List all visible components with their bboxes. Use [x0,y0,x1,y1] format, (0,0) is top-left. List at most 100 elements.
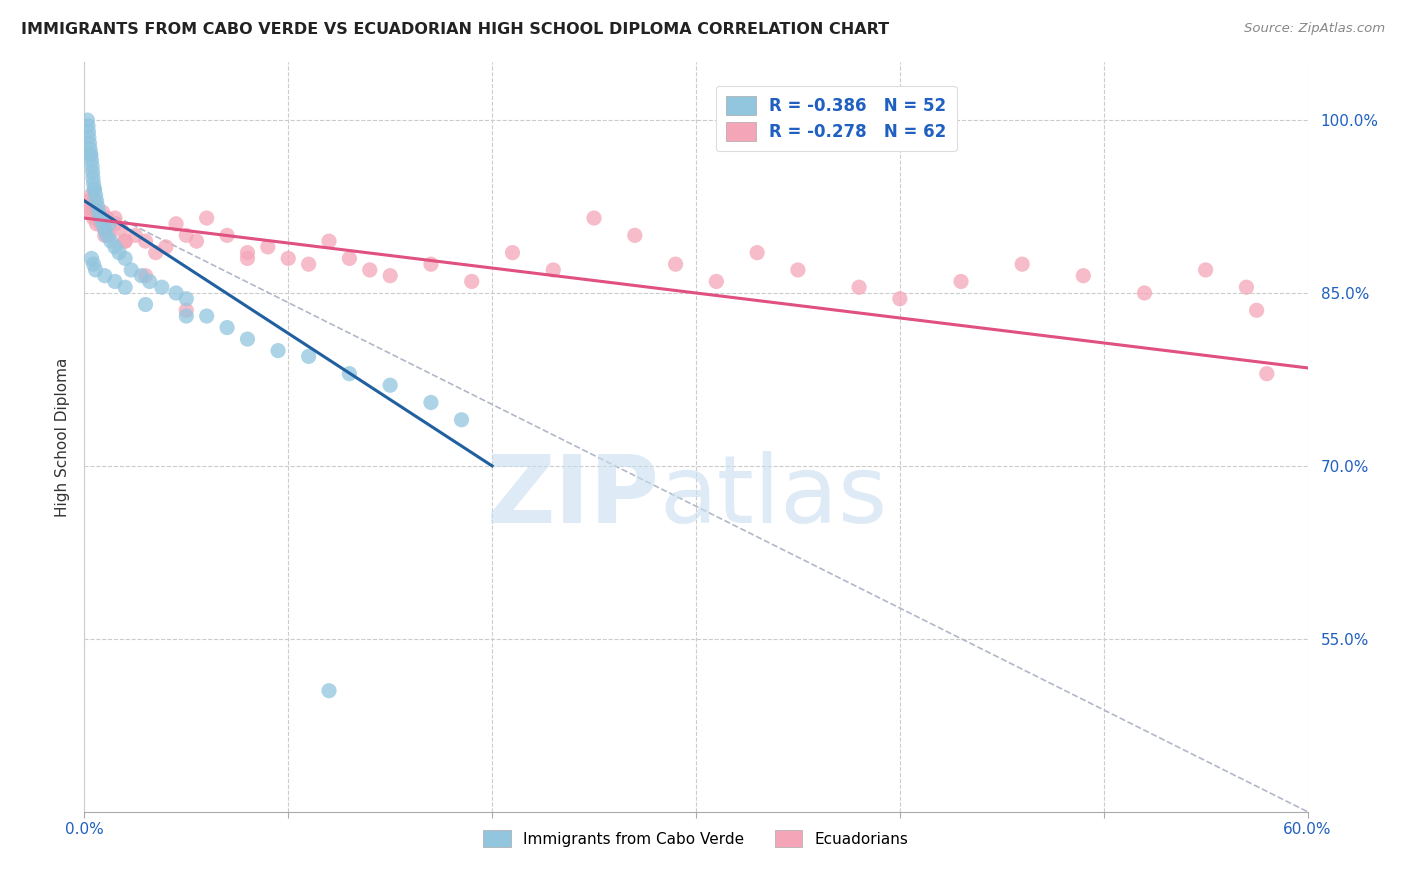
Point [96,228,118,243]
Point [110,222,132,236]
Point [80,188,103,202]
Point [84,188,107,202]
Point [583,211,606,225]
Point [1133,285,1156,300]
Point [502,245,524,260]
Point [135,297,157,311]
Point [174,228,197,243]
Point [104,240,127,254]
Point [543,263,565,277]
Point [318,683,340,698]
Point [93,228,115,243]
Point [97,217,120,231]
Point [217,228,239,243]
Point [420,257,443,271]
Point [82,159,104,173]
Point [77,200,100,214]
Point [83,257,105,271]
Point [155,240,177,254]
Point [186,234,208,248]
Point [380,378,402,392]
Point [114,234,136,248]
Point [77,130,100,145]
Point [848,280,870,294]
Point [86,200,108,214]
Point [120,263,142,277]
Point [114,252,136,266]
Point [950,275,973,289]
Point [217,320,239,334]
Point [380,268,402,283]
Point [84,263,107,277]
Point [1073,268,1095,283]
Text: IMMIGRANTS FROM CABO VERDE VS ECUADORIAN HIGH SCHOOL DIPLOMA CORRELATION CHART: IMMIGRANTS FROM CABO VERDE VS ECUADORIAN… [21,22,889,37]
Point [79,136,101,150]
Point [665,257,688,271]
Point [83,177,105,191]
Point [165,217,187,231]
Point [135,234,157,248]
Point [236,332,259,346]
Point [77,125,100,139]
Point [267,343,290,358]
Point [461,275,484,289]
Point [104,275,127,289]
Point [86,205,108,219]
Point [1011,257,1033,271]
Point [79,142,101,156]
Point [131,268,153,283]
Point [195,309,218,323]
Point [1236,280,1258,294]
Point [91,217,114,231]
Text: atlas: atlas [659,451,887,543]
Point [87,205,110,219]
Point [82,205,104,219]
Point [86,194,108,208]
Point [174,292,197,306]
Point [747,245,769,260]
Point [96,211,118,225]
Point [80,147,103,161]
Point [83,182,105,196]
Point [135,268,157,283]
Legend: Immigrants from Cabo Verde, Ecuadorians: Immigrants from Cabo Verde, Ecuadorians [474,821,918,856]
Point [138,275,160,289]
Point [90,217,112,231]
Point [90,211,112,225]
Point [86,217,108,231]
Point [77,119,100,133]
Point [91,205,114,219]
Point [79,147,101,161]
Point [298,350,321,364]
Point [87,211,110,225]
Point [359,263,381,277]
Point [889,292,911,306]
Point [79,205,101,219]
Point [150,280,173,294]
Point [277,252,299,266]
Point [1195,263,1218,277]
Point [80,153,103,168]
Point [83,194,105,208]
Point [114,234,136,248]
Point [104,217,127,231]
Point [108,245,131,260]
Point [93,222,115,236]
Point [76,113,98,128]
Point [174,309,197,323]
Point [79,194,101,208]
Point [82,170,104,185]
Point [165,285,187,300]
Point [174,303,197,318]
Text: Source: ZipAtlas.com: Source: ZipAtlas.com [1244,22,1385,36]
Point [83,211,105,225]
Y-axis label: High School Diploma: High School Diploma [55,358,70,516]
Point [100,234,122,248]
Point [450,413,472,427]
Point [298,257,321,271]
Point [257,240,280,254]
Point [236,252,259,266]
Point [83,182,105,196]
Point [706,275,728,289]
Point [624,228,647,243]
